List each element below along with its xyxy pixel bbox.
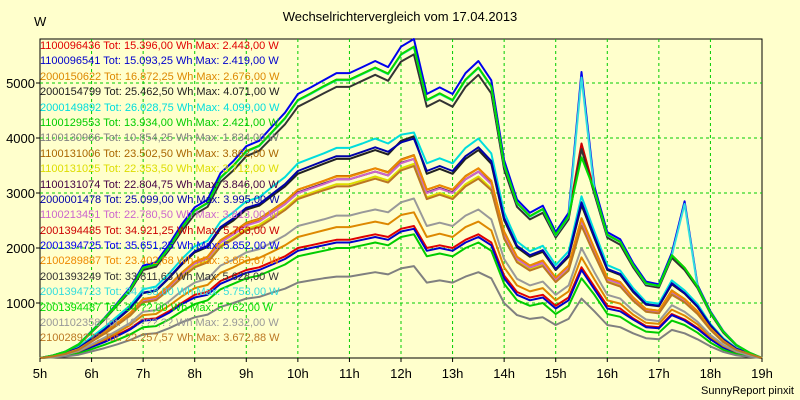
y-tick-label: 5000 <box>6 76 35 91</box>
x-tick-label: 11h <box>339 366 360 381</box>
series-line-15 <box>39 154 763 359</box>
series-line-3 <box>39 211 763 359</box>
x-tick-label: 15h <box>545 366 567 381</box>
series-line-6 <box>39 233 763 359</box>
series-line-11 <box>39 137 763 359</box>
credit-text: SunnyReport pinxit <box>701 385 794 397</box>
series-line-14 <box>39 38 763 359</box>
x-axis-ticks: 5h 6h 7h 8h 9h 10h 11h 12h 13h 14h 15h 16h 17h 18h 19h <box>33 358 773 381</box>
legend-entry-3: 2000150622 Tot: 16.872,25 Wh Max: 2.676,… <box>40 70 280 83</box>
series-line-20 <box>39 165 763 359</box>
legend: 1100096436 Tot: 15.396,00 Wh Max: 2.443,… <box>40 39 340 347</box>
x-tick-label: 17h <box>648 366 670 381</box>
y-tick-label: 4000 <box>6 131 35 146</box>
legend-entry-2: 1100096541 Tot: 15.093,25 Wh Max: 2.419,… <box>40 55 279 68</box>
legend-entry-17: 2001394723 Tot: 34.738,00 Wh Max: 5.753,… <box>40 286 280 299</box>
x-tick-label: 12h <box>390 366 412 381</box>
y-tick-label: 3000 <box>6 186 35 201</box>
legend-entry-6: 1100129553 Tot: 13.934,00 Wh Max: 2.421,… <box>40 116 279 129</box>
legend-entry-4: 2000154799 Tot: 25.462,50 Wh Max: 4.071,… <box>40 86 280 99</box>
legend-entry-7: 1100130966 Tot: 10.854,25 Wh Max: 1.834,… <box>40 132 279 145</box>
x-tick-label: 10h <box>287 366 309 381</box>
legend-entry-14: 2001394725 Tot: 35.651,25 Wh Max: 5.852,… <box>40 240 280 253</box>
series-line-7 <box>39 265 763 359</box>
series-line-16 <box>39 53 763 359</box>
y-tick-label: 1000 <box>6 296 35 311</box>
legend-entry-16: 2001393249 Tot: 33.811,63 Wh Max: 5.628,… <box>40 270 279 283</box>
x-tick-label: 14h <box>493 366 515 381</box>
y-axis-ticks: 1000 2000 3000 4000 5000 <box>6 76 40 311</box>
x-tick-label: 19h <box>751 366 773 381</box>
chart-title: Wechselrichtervergleich vom 17.04.2013 <box>282 9 518 24</box>
x-tick-label: 13h <box>442 366 464 381</box>
legend-entry-8: 1100131006 Tot: 23.502,50 Wh Max: 3.862,… <box>40 147 279 160</box>
legend-entry-11: 2000001478 Tot: 25.099,00 Wh Max: 3.995,… <box>40 193 280 206</box>
series-line-18 <box>39 45 763 359</box>
series-line-2 <box>39 227 763 359</box>
x-tick-label: 16h <box>596 366 618 381</box>
legend-entry-20: 2100289??? Tot: 22.257,57 Wh Max: 3.672,… <box>40 332 280 345</box>
series-lines <box>39 38 763 359</box>
legend-entry-9: 1100131025 Tot: 22.353,50 Wh Max: 3.712,… <box>40 163 279 176</box>
series-line-5 <box>39 131 763 359</box>
series-line-19 <box>39 197 763 359</box>
legend-entry-5: 2000149892 Tot: 26.028,75 Wh Max: 4.099,… <box>40 101 280 114</box>
legend-entry-1: 1100096436 Tot: 15.396,00 Wh Max: 2.443,… <box>40 40 279 52</box>
legend-entry-18: 2001394487 Tot: 34.??,00 Wh Max: 5.762,0… <box>40 301 274 314</box>
x-tick-label: 8h <box>187 366 201 381</box>
x-tick-label: 6h <box>84 366 98 381</box>
legend-entry-19: 2001102358 Tot: 1?.???,?? Wh Max: 2.932,… <box>40 317 279 330</box>
x-tick-label: 5h <box>33 366 47 381</box>
y-axis-label: W <box>34 14 47 29</box>
legend-entry-13: 2001394485 Tot: 34.921,25 Wh Max: 5.763,… <box>40 224 280 237</box>
legend-entry-15: 2100289887 Tot: 23.402,68 Wh Max: 3.863,… <box>40 255 280 268</box>
legend-entry-12: 1100213451 Tot: 22.780,50 Wh Max: 3.813,… <box>40 209 279 222</box>
x-tick-label: 7h <box>136 366 150 381</box>
x-tick-label: 18h <box>700 366 722 381</box>
legend-entry-10: 1100131074 Tot: 22.804,75 Wh Max: 3.846,… <box>40 178 279 191</box>
y-tick-label: 2000 <box>6 241 35 256</box>
x-tick-label: 9h <box>239 366 253 381</box>
